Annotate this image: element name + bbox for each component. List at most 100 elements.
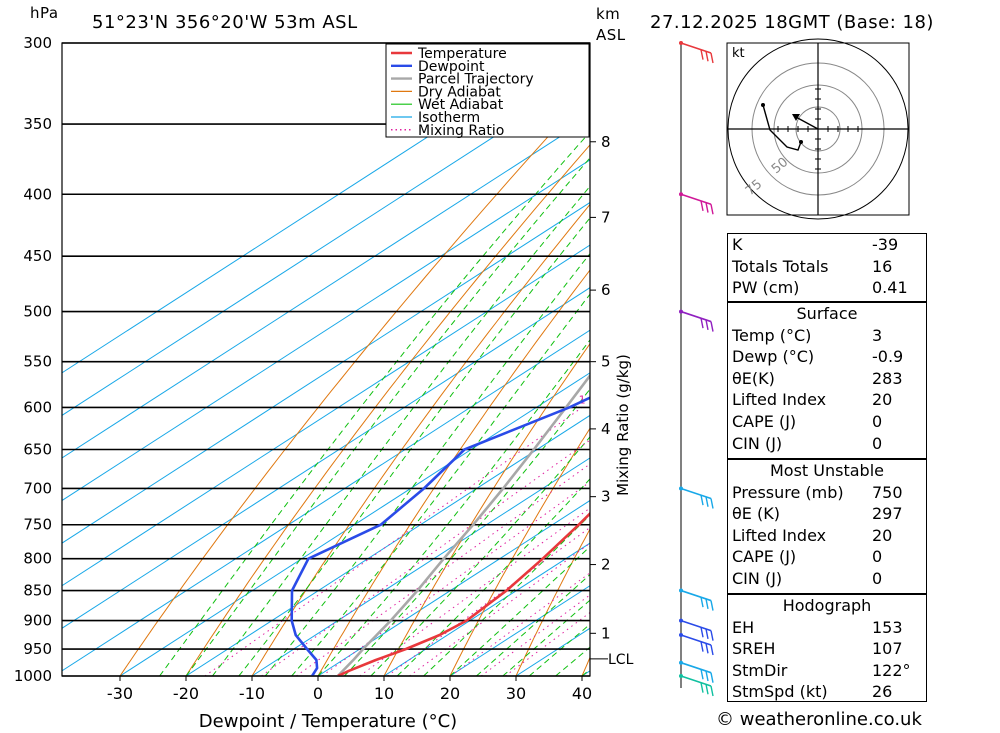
- pw-value: 0.41: [872, 278, 908, 298]
- km-tick-label: 5: [601, 353, 611, 371]
- legend-entry: Dewpoint: [418, 59, 485, 75]
- mixing-ratio-line: [387, 526, 590, 676]
- pressure-tick-label: 450: [23, 247, 52, 265]
- most-unstable-section: Most Unstable Pressure (mb) 750 θE (K) 297…: [727, 459, 927, 594]
- wind-barb: [679, 41, 714, 64]
- wind-barb: [679, 309, 714, 332]
- x-tick-label: 10: [374, 684, 394, 703]
- surface-row-label: Lifted Index: [732, 390, 827, 410]
- km-tick-label: 6: [601, 281, 611, 299]
- dry-adiabat-line: [317, 269, 590, 676]
- indices-top: K -39 Totals Totals 16 PW (cm) 0.41: [727, 233, 927, 302]
- legend-box: [385, 43, 590, 138]
- isotherm-line: [62, 201, 590, 544]
- k-index-value: -39: [872, 235, 899, 254]
- pressure-tick-label: 800: [23, 550, 52, 568]
- totals-label: Totals Totals: [732, 256, 829, 276]
- unstable-row-label: CAPE (J): [732, 547, 797, 567]
- mixing-ratio-line: [296, 463, 590, 676]
- wet-adiabat-line: [291, 293, 590, 676]
- wet-adiabat-line: [370, 436, 590, 676]
- parcel-trajectory: [336, 373, 590, 676]
- legend-entry: Temperature: [417, 46, 507, 62]
- surface-row-label: CAPE (J): [732, 411, 797, 431]
- mixing-ratio-value: 3: [665, 393, 672, 406]
- isotherm-line: [119, 372, 590, 676]
- unstable-row-value: 297: [872, 504, 903, 524]
- unstable-row-label: θE (K): [732, 504, 780, 524]
- most-unstable-title: Most Unstable: [770, 461, 884, 480]
- hodo-row-value: 107: [872, 639, 903, 659]
- surface-row-label: θE(K): [732, 368, 775, 388]
- mixing-ratio-line: [409, 542, 590, 676]
- lcl-label: LCL: [608, 652, 634, 668]
- pressure-tick-label: 300: [23, 34, 52, 52]
- mixing-ratio-axis-label: Mixing Ratio (g/kg): [614, 354, 632, 496]
- surface-row-value: 283: [872, 368, 903, 388]
- pressure-tick-label: 900: [23, 612, 52, 630]
- surface-row-value: -0.9: [872, 347, 904, 367]
- isotherm-line: [251, 457, 590, 676]
- isotherm-line: [317, 499, 590, 676]
- unstable-row-value: 750: [872, 482, 903, 502]
- datetime-title: 27.12.2025 18GMT (Base: 18): [650, 12, 934, 33]
- mixing-ratio-value: 4: [689, 393, 696, 406]
- k-index-label: K: [732, 235, 743, 254]
- km-tick-label: 7: [601, 208, 611, 226]
- mixing-ratio-line: [261, 439, 590, 676]
- surface-row-label: CIN (J): [732, 433, 783, 453]
- storm-motion-vector: [793, 115, 819, 130]
- isotherm-line: [62, 159, 590, 502]
- dry-adiabat-line: [119, 89, 590, 676]
- dry-adiabat-line: [978, 43, 1000, 676]
- dry-adiabat-line: [515, 528, 590, 676]
- unstable-row-label: Lifted Index: [732, 525, 827, 545]
- wind-barb: [679, 660, 714, 683]
- hodo-row-label: StmDir: [732, 660, 788, 680]
- hodograph-ring-label: 75: [743, 177, 765, 199]
- wind-barb: [679, 486, 714, 509]
- wind-barb: [679, 192, 714, 215]
- wet-adiabat-line: [159, 130, 590, 676]
- totals-value: 16: [872, 256, 893, 276]
- isotherm-line: [62, 74, 590, 416]
- hodograph-unit-label: kt: [732, 46, 745, 61]
- hodo-row-value: 26: [872, 682, 893, 702]
- plot-frame: [61, 42, 591, 677]
- mixing-ratio-line: [450, 572, 590, 676]
- unstable-row-value: 0: [872, 568, 883, 588]
- isotherm-line: [62, 116, 590, 459]
- km-label: km: [596, 5, 621, 23]
- x-tick-label: -20: [173, 684, 199, 703]
- surface-row-value: 20: [872, 390, 893, 410]
- copyright-footer[interactable]: © weatheronline.co.uk: [716, 709, 922, 730]
- wind-barb: [679, 674, 714, 697]
- legend-entry: Wet Adiabat: [418, 97, 504, 113]
- pressure-tick-label: 950: [23, 640, 52, 658]
- wet-adiabat-line: [423, 514, 590, 676]
- isotherm-line: [62, 287, 590, 629]
- pressure-tick-label: 750: [23, 516, 52, 534]
- pressure-tick-label: 350: [23, 115, 52, 133]
- isotherm-line: [62, 329, 590, 672]
- km-tick-label: 4: [601, 420, 611, 438]
- hodo-row-value: 122°: [872, 660, 911, 680]
- surface-row-value: 0: [872, 433, 883, 453]
- unstable-row-label: Pressure (mb): [732, 482, 844, 502]
- pressure-tick-label: 550: [23, 353, 52, 371]
- mixing-ratio-value: 2: [632, 393, 639, 406]
- km-tick-label: 3: [601, 488, 611, 506]
- wet-adiabat-line: [264, 252, 590, 676]
- pressure-tick-label: 600: [23, 398, 52, 416]
- pressure-tick-label: 500: [23, 303, 52, 321]
- legend-entry: Mixing Ratio: [418, 123, 504, 139]
- surface-row-label: Dewp (°C): [732, 347, 815, 367]
- x-tick-label: 30: [506, 684, 526, 703]
- pressure-grid: [62, 42, 590, 677]
- mixing-ratio-line: [504, 611, 590, 676]
- mixing-ratio-value: 1: [579, 393, 586, 406]
- mixing-ratio-line: [480, 594, 590, 676]
- x-axis-label: Dewpoint / Temperature (°C): [199, 711, 457, 732]
- wind-profile: [679, 41, 714, 697]
